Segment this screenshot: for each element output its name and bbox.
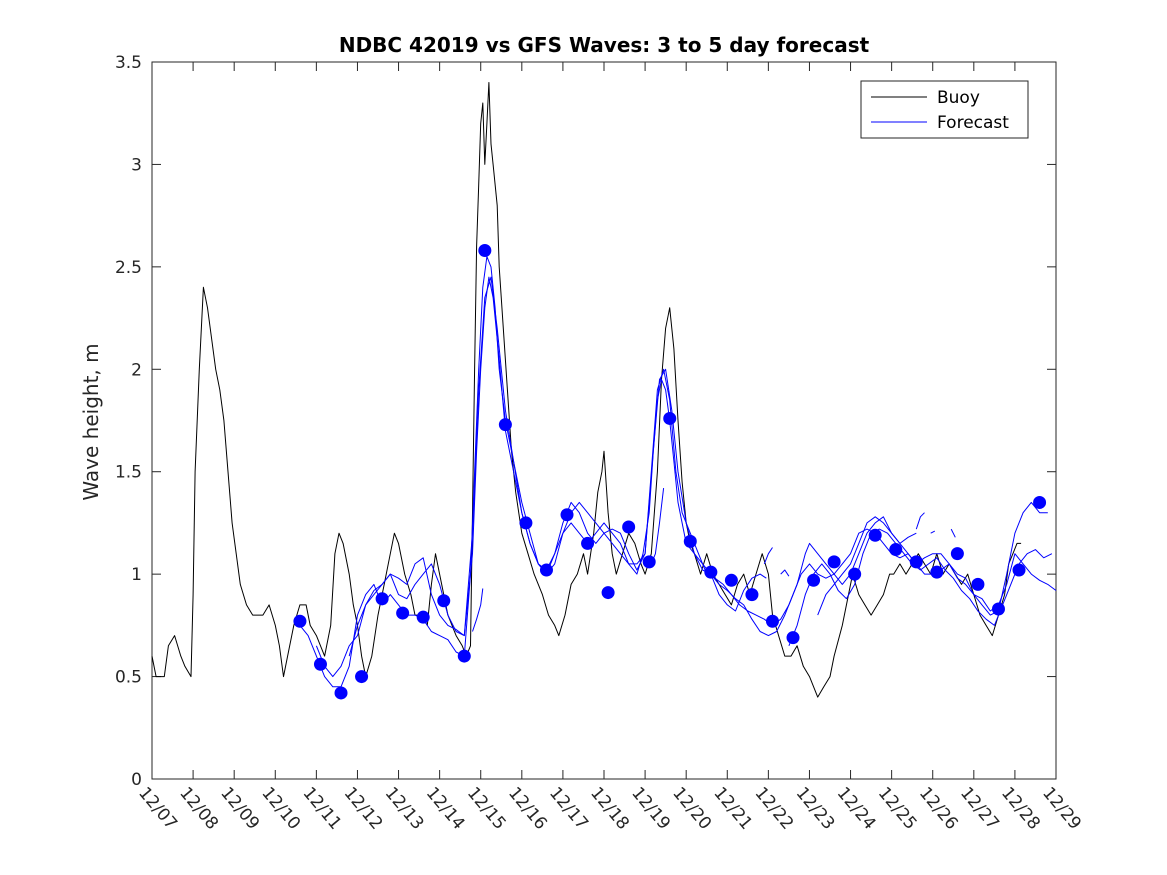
forecast-point [437,594,451,608]
forecast-point [478,243,492,257]
chart-title: NDBC 42019 vs GFS Waves: 3 to 5 day fore… [339,33,870,57]
forecast-point [663,411,677,425]
y-tick-label: 2.5 [115,258,142,278]
y-tick-label: 3.5 [115,53,142,73]
forecast-point [355,670,369,684]
forecast-point [1033,495,1047,509]
forecast-point [704,565,718,579]
forecast-line [950,528,956,538]
y-tick-label: 1.5 [115,463,142,483]
forecast-line [780,569,790,577]
legend: Buoy Forecast [860,80,1029,139]
y-tick-label: 1 [131,565,142,585]
forecast-point [991,602,1005,616]
forecast-point [334,686,348,700]
forecast-point [457,649,471,663]
forecast-point [375,592,389,606]
forecast-point [786,631,800,645]
y-tick-label: 0.5 [115,668,142,688]
forecast-point [642,555,656,569]
forecast-point [416,610,430,624]
forecast-point [765,614,779,628]
forecast-point [807,573,821,587]
forecast-line [817,516,1057,616]
forecast-point [848,567,862,581]
forecast-line [915,512,925,530]
forecast-point [971,577,985,591]
forecast-point [868,528,882,542]
forecast-point [601,586,615,600]
forecast-point [827,555,841,569]
legend-buoy-label: Buoy [937,88,980,108]
legend-forecast-label: Forecast [937,113,1009,133]
forecast-line [472,588,484,632]
forecast-point [498,418,512,432]
forecast-point [539,563,553,577]
forecast-point [581,536,595,550]
forecast-line [763,547,773,565]
forecast-point [293,614,307,628]
y-axis-label: Wave height, m [79,343,103,500]
forecast-line [315,276,917,678]
y-tick-label: 2 [131,360,142,380]
forecast-point [1012,563,1026,577]
forecast-point [950,547,964,561]
forecast-line [930,530,936,534]
forecast-point [889,543,903,557]
forecast-point [909,555,923,569]
forecast-point [313,657,327,671]
forecast-point [560,508,574,522]
buoy-line [151,82,1022,698]
forecast-point [745,588,759,602]
y-tick-label: 0 [131,770,142,790]
y-tick-label: 3 [131,155,142,175]
forecast-line [788,528,1053,646]
forecast-point [622,520,636,534]
plot-frame [151,61,1057,780]
forecast-line [348,276,767,657]
forecast-point [396,606,410,620]
forecast-point [683,534,697,548]
forecast-point [519,516,533,530]
forecast-point [724,573,738,587]
plot-area: 00.511.522.533.512/0712/0812/0912/1012/1… [115,53,1085,834]
forecast-point [930,565,944,579]
